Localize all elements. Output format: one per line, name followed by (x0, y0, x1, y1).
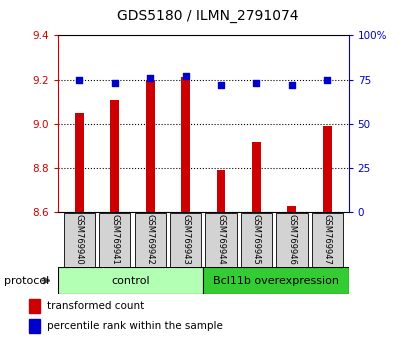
FancyBboxPatch shape (276, 213, 308, 267)
Text: transformed count: transformed count (47, 301, 144, 311)
FancyBboxPatch shape (99, 213, 130, 267)
Point (112, 80, 118, 86)
Point (324, 77, 331, 82)
Bar (29, 299, 39, 313)
Text: percentile rank within the sample: percentile rank within the sample (47, 321, 223, 331)
Bar (252, 142, 261, 212)
Text: GSM769945: GSM769945 (252, 215, 261, 265)
Text: protocol: protocol (4, 275, 49, 286)
Text: GSM769944: GSM769944 (217, 215, 226, 265)
Point (182, 73, 189, 79)
FancyBboxPatch shape (312, 213, 343, 267)
Text: GSM769946: GSM769946 (288, 215, 296, 265)
Bar (323, 126, 332, 212)
Point (218, 82, 225, 88)
Point (288, 82, 295, 88)
FancyBboxPatch shape (241, 213, 272, 267)
Bar (58, 267, 203, 294)
Bar (75, 113, 84, 212)
Text: GSM769940: GSM769940 (75, 215, 84, 265)
Text: GDS5180 / ILMN_2791074: GDS5180 / ILMN_2791074 (117, 9, 298, 23)
FancyBboxPatch shape (64, 213, 95, 267)
FancyBboxPatch shape (134, 213, 166, 267)
Text: GSM769947: GSM769947 (323, 215, 332, 265)
Point (147, 75, 154, 81)
Text: GSM769943: GSM769943 (181, 215, 190, 265)
Bar (181, 78, 190, 212)
Bar (146, 80, 155, 212)
Bar (288, 206, 296, 212)
Text: GSM769941: GSM769941 (110, 215, 119, 265)
Text: control: control (111, 275, 150, 286)
FancyBboxPatch shape (170, 213, 201, 267)
Bar (110, 99, 119, 212)
Text: GSM769942: GSM769942 (146, 215, 155, 265)
Bar (203, 267, 349, 294)
Bar (29, 319, 39, 333)
Text: Bcl11b overexpression: Bcl11b overexpression (213, 275, 339, 286)
Point (76, 77, 83, 82)
Bar (217, 170, 225, 212)
Point (253, 80, 260, 86)
FancyBboxPatch shape (205, 213, 237, 267)
